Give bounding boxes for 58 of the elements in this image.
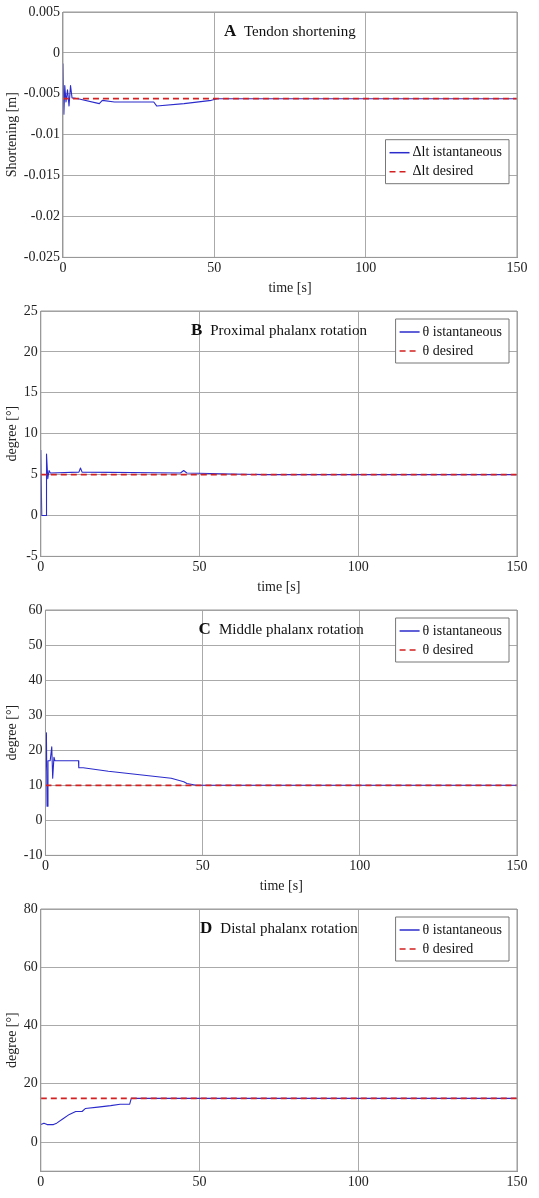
y-tick-label: -0.01 (30, 126, 60, 142)
y-tick-label: 60 (23, 958, 38, 974)
y-tick-label: -0.025 (23, 249, 60, 265)
x-tick-label: 150 (506, 260, 528, 276)
x-tick-label: 150 (506, 559, 528, 575)
x-tick-label: 50 (192, 559, 207, 575)
x-tick-label: 100 (355, 260, 377, 276)
y-tick-label: -0.015 (23, 167, 60, 183)
y-tick-label: 30 (28, 706, 43, 722)
text: D Distal phalanx rotation (200, 918, 359, 937)
x-tick-label: 50 (195, 858, 210, 874)
legend-label: Δlt desired (412, 163, 474, 179)
y-tick-label: 20 (28, 741, 43, 757)
x-tick-label: 100 (349, 858, 371, 874)
y-axis-title: degree [°] (4, 704, 20, 761)
y-tick-label: 20 (23, 1075, 38, 1091)
legend-label: θ istantaneous (422, 622, 503, 638)
y-tick-label: 80 (23, 900, 38, 916)
legend-label: θ desired (422, 641, 474, 657)
y-tick-label: 60 (28, 601, 43, 617)
x-tick-label: 100 (347, 559, 369, 575)
y-tick-label: 0 (30, 507, 38, 523)
y-tick-label: 40 (28, 671, 43, 687)
y-tick-label: -0.005 (23, 85, 60, 101)
y-axis-title: degree [°] (4, 405, 20, 462)
y-tick-label: -0.02 (30, 208, 60, 224)
x-axis-title: time [s] (257, 579, 301, 595)
text: B Proximal phalanx rotation (190, 320, 368, 339)
y-tick-label: 0.005 (28, 3, 60, 19)
x-axis-title: time [s] (259, 878, 303, 894)
x-tick-label: 100 (347, 1174, 369, 1190)
legend-label: θ istantaneous (422, 921, 503, 937)
y-tick-label: 15 (23, 384, 38, 400)
y-tick-label: -10 (23, 847, 43, 863)
y-tick-label: 20 (23, 343, 38, 359)
x-tick-label: 50 (192, 1174, 207, 1190)
x-axis-title: time [s] (268, 280, 312, 296)
y-tick-label: 0 (30, 1133, 38, 1149)
legend-label: Δlt istantaneous (412, 144, 503, 160)
x-tick-label: 150 (506, 1174, 528, 1190)
y-axis-title: Shortening [m] (4, 92, 20, 178)
y-axis-title: degree [°] (4, 1012, 20, 1068)
legend-label: θ desired (422, 342, 474, 358)
text: A Tendon shortening (223, 21, 357, 40)
y-tick-label: 5 (30, 466, 38, 482)
y-tick-label: 50 (28, 636, 43, 652)
x-tick-label: 50 (207, 260, 222, 276)
y-tick-label: -5 (26, 548, 38, 564)
y-tick-label: 10 (23, 425, 38, 441)
text: C Middle phalanx rotation (198, 619, 365, 638)
y-tick-label: 0 (52, 44, 60, 60)
legend-label: θ desired (422, 940, 474, 956)
x-tick-label: 150 (506, 858, 528, 874)
legend-label: θ istantaneous (422, 323, 503, 339)
y-tick-label: 25 (23, 302, 38, 318)
y-tick-label: 40 (23, 1017, 38, 1033)
y-tick-label: 10 (28, 776, 43, 792)
y-tick-label: 0 (35, 812, 43, 828)
